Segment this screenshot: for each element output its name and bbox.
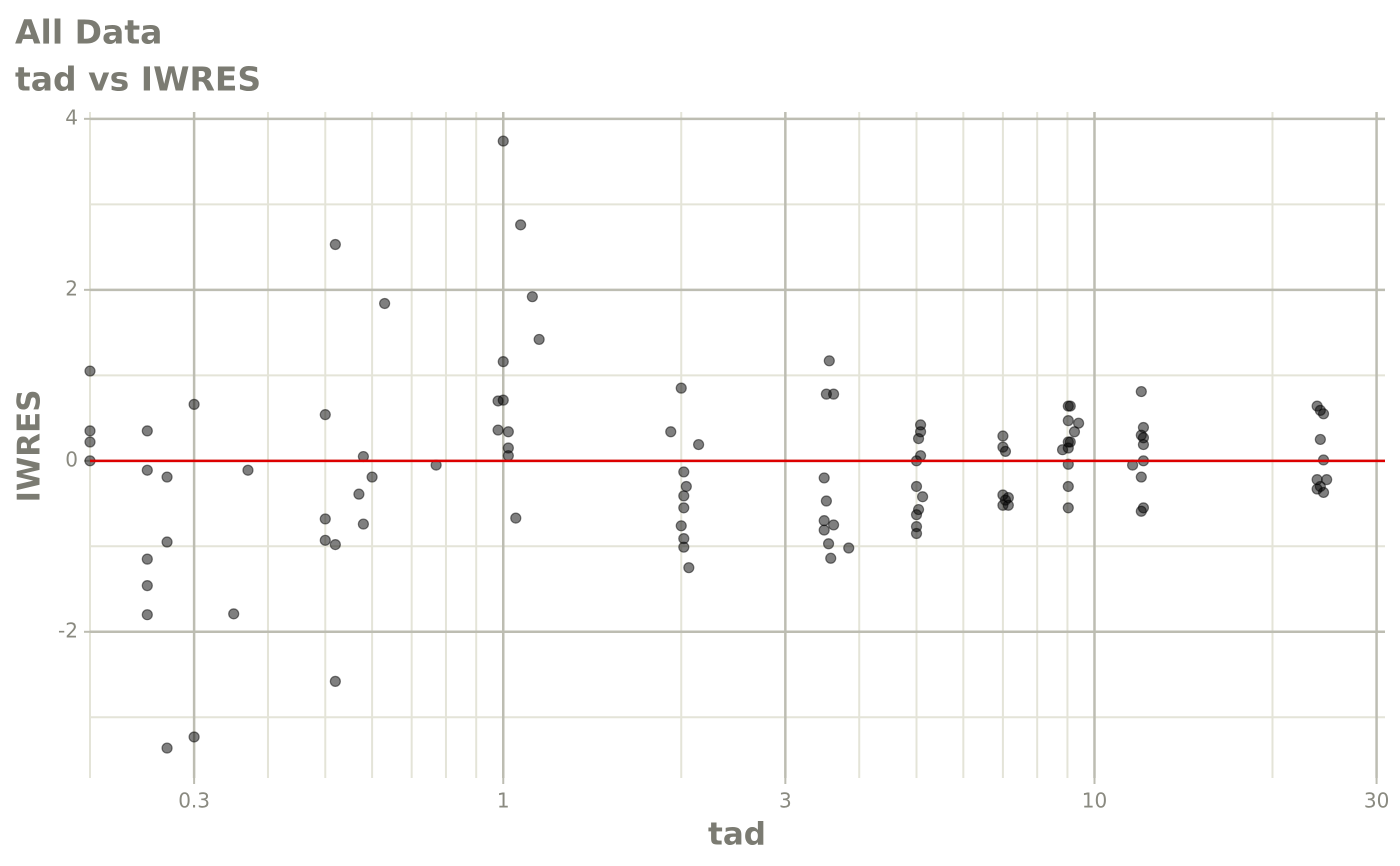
point	[329, 539, 341, 551]
point	[353, 488, 365, 500]
y-axis-label: IWRES	[12, 389, 48, 502]
x-tick-label: 0.3	[178, 789, 210, 813]
point	[1062, 502, 1074, 514]
point	[914, 450, 927, 462]
chart-subtitle: tad vs IWRES	[15, 60, 261, 99]
point	[533, 333, 545, 346]
y-tick-label: 2	[65, 276, 78, 300]
point	[680, 480, 692, 493]
point	[912, 503, 925, 516]
point	[84, 425, 96, 437]
point	[1062, 415, 1074, 427]
point	[1321, 474, 1333, 486]
point	[515, 219, 527, 231]
point	[141, 580, 153, 592]
point	[379, 297, 391, 310]
point	[1062, 480, 1074, 493]
x-tick-label: 10	[1082, 789, 1107, 813]
point	[678, 466, 690, 478]
point	[1317, 408, 1330, 420]
point	[820, 495, 832, 507]
point	[1135, 471, 1147, 483]
point	[502, 450, 514, 462]
point	[910, 480, 923, 493]
point	[823, 355, 835, 367]
point	[141, 425, 153, 437]
point	[818, 524, 830, 536]
point	[497, 135, 509, 147]
point	[843, 542, 855, 554]
point	[84, 365, 96, 377]
y-tick-label: 4	[65, 105, 78, 129]
y-tick-label: 0	[65, 447, 78, 471]
point	[678, 502, 690, 514]
x-tick-label: 1	[497, 789, 510, 813]
point	[825, 552, 837, 564]
chart-title: All Data	[15, 13, 162, 52]
point	[665, 426, 677, 438]
point	[1073, 417, 1085, 429]
point	[1064, 436, 1076, 448]
point	[319, 513, 331, 525]
point	[997, 430, 1009, 442]
point	[84, 436, 96, 448]
x-tick-label: 3	[779, 789, 792, 813]
point	[141, 609, 153, 621]
point	[329, 675, 341, 687]
point	[822, 538, 835, 550]
point	[1314, 433, 1326, 446]
point	[910, 527, 923, 540]
point	[497, 356, 509, 368]
point	[693, 438, 705, 451]
point	[242, 464, 254, 476]
point	[188, 731, 200, 743]
point	[1135, 385, 1147, 398]
point	[141, 553, 153, 565]
point	[357, 518, 369, 530]
point	[917, 491, 929, 503]
point	[683, 562, 695, 574]
point	[526, 291, 538, 303]
point	[366, 471, 378, 483]
point	[319, 534, 331, 546]
point	[678, 541, 690, 553]
point	[1137, 502, 1150, 514]
point	[228, 608, 240, 620]
y-tick-label: -2	[58, 618, 78, 642]
point	[1002, 499, 1014, 511]
point	[1317, 486, 1330, 499]
point	[1137, 432, 1150, 444]
x-tick-label: 30	[1364, 789, 1389, 813]
point	[1064, 400, 1076, 412]
x-axis-label: tad	[708, 817, 766, 853]
point	[492, 424, 504, 436]
point	[914, 426, 927, 438]
point	[1137, 421, 1150, 434]
point	[497, 394, 509, 406]
point	[319, 409, 331, 421]
point	[161, 471, 173, 483]
point	[818, 472, 830, 484]
point	[675, 382, 687, 394]
point	[675, 520, 687, 532]
point	[678, 490, 690, 502]
point	[502, 426, 514, 438]
point	[161, 536, 173, 548]
point	[188, 398, 200, 410]
point	[999, 445, 1012, 458]
point	[818, 515, 830, 527]
point	[161, 742, 173, 754]
point	[827, 388, 840, 400]
point	[827, 519, 840, 531]
point	[329, 238, 341, 251]
point	[141, 464, 153, 476]
point	[510, 512, 522, 524]
